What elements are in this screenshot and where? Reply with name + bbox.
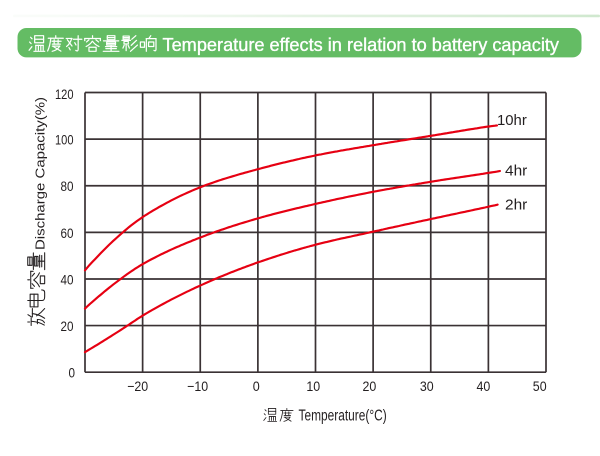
svg-text:Discharge Capacity(%): Discharge Capacity(%): [33, 97, 48, 250]
svg-text:0: 0: [69, 366, 76, 381]
svg-text:2hr: 2hr: [505, 197, 527, 213]
svg-text:Temperature effects in relatio: Temperature effects in relation to batte…: [163, 34, 560, 55]
svg-text:−10: −10: [187, 378, 208, 394]
svg-text:40: 40: [477, 378, 491, 394]
svg-text:50: 50: [533, 378, 547, 394]
svg-text:60: 60: [61, 226, 74, 241]
svg-text:0: 0: [253, 378, 260, 394]
svg-text:4hr: 4hr: [505, 163, 527, 179]
svg-text:100: 100: [55, 133, 74, 148]
svg-text:40: 40: [61, 272, 74, 287]
svg-text:20: 20: [61, 319, 74, 334]
svg-text:−20: −20: [127, 378, 148, 394]
svg-text:10hr: 10hr: [497, 113, 527, 129]
svg-text:80: 80: [61, 179, 74, 194]
svg-text:20: 20: [363, 378, 377, 394]
svg-text:120: 120: [55, 87, 74, 102]
svg-text:30: 30: [420, 378, 434, 394]
svg-text:Temperature(°C): Temperature(°C): [299, 407, 387, 424]
svg-text:10: 10: [306, 378, 320, 394]
